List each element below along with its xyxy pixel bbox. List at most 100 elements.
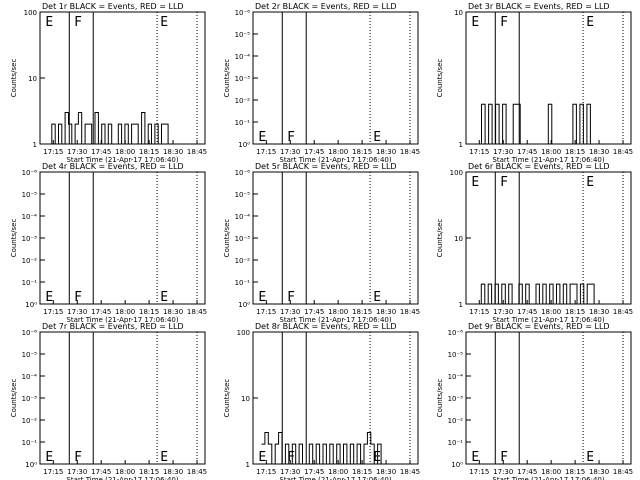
x-tick-label: 18:00 [541,308,561,316]
x-tick-label: 17:15 [469,148,489,156]
x-tick-label: 18:15 [565,308,585,316]
y-tick-label: 10⁻⁵ [235,191,251,199]
x-tick-label: 18:00 [541,148,561,156]
detector-panel-2: Det 2r BLACK = Events, RED = LLD 17:15 17:… [223,2,420,164]
x-tick-label: 17:30 [493,468,513,476]
y-tick-label: 10⁻¹ [235,279,251,287]
x-tick-label: 18:00 [115,468,135,476]
y-tick-label: 10⁰ [451,461,463,469]
event-flag-e: E [258,450,266,465]
y-tick-label: 10⁰ [25,301,37,309]
event-flag-e: E [160,290,168,305]
event-flag-f: F [287,450,295,465]
x-axis-label: Start Time (21-Apr-17 17:06:40) [66,476,178,480]
x-tick-label: 18:30 [589,308,609,316]
x-tick-label: 18:30 [163,468,183,476]
x-tick-label: 17:15 [469,468,489,476]
y-tick-label: 10⁻⁵ [235,31,251,39]
event-flag-f: F [500,450,508,465]
y-tick-label: 10⁻³ [235,75,251,83]
x-tick-label: 18:30 [376,308,396,316]
x-tick-label: 17:15 [256,468,276,476]
detector-panel-8: Det 8r BLACK = Events, RED = LLD 17:15 17:… [223,322,420,480]
x-tick-label: 18:45 [613,148,633,156]
y-axis-label: Counts/sec [223,59,231,98]
x-tick-label: 17:45 [304,468,324,476]
plot-frame [252,11,419,145]
events-series-line [474,283,598,305]
y-tick-label: 10⁻³ [235,235,251,243]
plot-frame [465,331,632,465]
x-tick-label: 18:15 [139,148,159,156]
y-tick-label: 1 [246,461,250,469]
event-flag-f: F [74,290,82,305]
y-tick-label: 10⁰ [238,301,250,309]
x-tick-label: 18:45 [613,308,633,316]
x-tick-label: 18:30 [589,148,609,156]
event-flag-f: F [500,15,508,30]
y-tick-label: 1 [459,141,463,149]
x-tick-label: 18:30 [589,468,609,476]
panel-title: Det 7r BLACK = Events, RED = LLD [42,322,184,331]
y-tick-label: 10 [241,395,250,403]
y-tick-label: 10⁻⁶ [22,329,38,337]
panel-title: Det 1r BLACK = Events, RED = LLD [42,2,184,11]
y-axis-label: Counts/sec [223,379,231,418]
events-series-line [261,432,385,465]
x-axis-label: Start Time (21-Apr-17 17:06:40) [66,316,178,324]
x-tick-label: 18:45 [187,468,207,476]
event-flag-e: E [586,175,594,190]
x-tick-label: 18:00 [328,148,348,156]
x-tick-label: 17:30 [67,148,87,156]
event-flag-f: F [287,130,295,145]
event-flag-e: E [586,15,594,30]
y-axis-label: Counts/sec [436,59,444,98]
y-tick-label: 10⁻³ [22,235,38,243]
x-tick-label: 17:30 [493,148,513,156]
x-tick-label: 18:45 [187,148,207,156]
y-tick-label: 10⁻⁶ [235,9,251,17]
event-flag-e: E [471,450,479,465]
y-tick-label: 100 [24,9,37,17]
panel-title: Det 8r BLACK = Events, RED = LLD [255,322,397,331]
y-tick-label: 10⁻¹ [22,279,38,287]
y-tick-label: 10⁻² [448,417,464,425]
x-tick-label: 17:30 [280,468,300,476]
x-tick-label: 17:45 [517,468,537,476]
x-axis-label: Start Time (21-Apr-17 17:06:40) [279,156,391,164]
x-tick-label: 17:45 [304,308,324,316]
x-tick-label: 18:15 [139,308,159,316]
y-axis-label: Counts/sec [10,59,18,98]
event-flag-e: E [471,175,479,190]
events-series-line [474,103,598,145]
y-tick-label: 1 [459,301,463,309]
y-axis-label: Counts/sec [10,219,18,258]
event-flag-e: E [258,290,266,305]
event-flag-e: E [373,130,381,145]
event-flag-e: E [45,450,53,465]
y-tick-label: 10⁰ [25,461,37,469]
x-tick-label: 18:15 [565,468,585,476]
x-tick-label: 17:45 [91,308,111,316]
x-tick-label: 17:15 [256,308,276,316]
x-axis-label: Start Time (21-Apr-17 17:06:40) [279,476,391,480]
event-flag-e: E [45,290,53,305]
y-tick-label: 10⁻² [22,257,38,265]
panel-title: Det 6r BLACK = Events, RED = LLD [468,162,610,171]
x-tick-label: 18:30 [163,308,183,316]
y-tick-label: 10⁻⁴ [235,213,251,221]
x-tick-label: 17:45 [91,148,111,156]
plot-frame [252,171,419,305]
x-tick-label: 18:45 [613,468,633,476]
event-flag-e: E [160,15,168,30]
event-flag-f: F [287,290,295,305]
event-flag-e: E [258,130,266,145]
x-tick-label: 18:15 [352,308,372,316]
y-tick-label: 100 [237,329,250,337]
y-tick-label: 10⁻³ [22,395,38,403]
x-tick-label: 18:00 [328,308,348,316]
y-tick-label: 100 [450,169,463,177]
detector-panel-6: Det 6r BLACK = Events, RED = LLD 17:15 17:… [436,162,633,324]
x-tick-label: 17:45 [91,468,111,476]
x-tick-label: 18:00 [115,148,135,156]
